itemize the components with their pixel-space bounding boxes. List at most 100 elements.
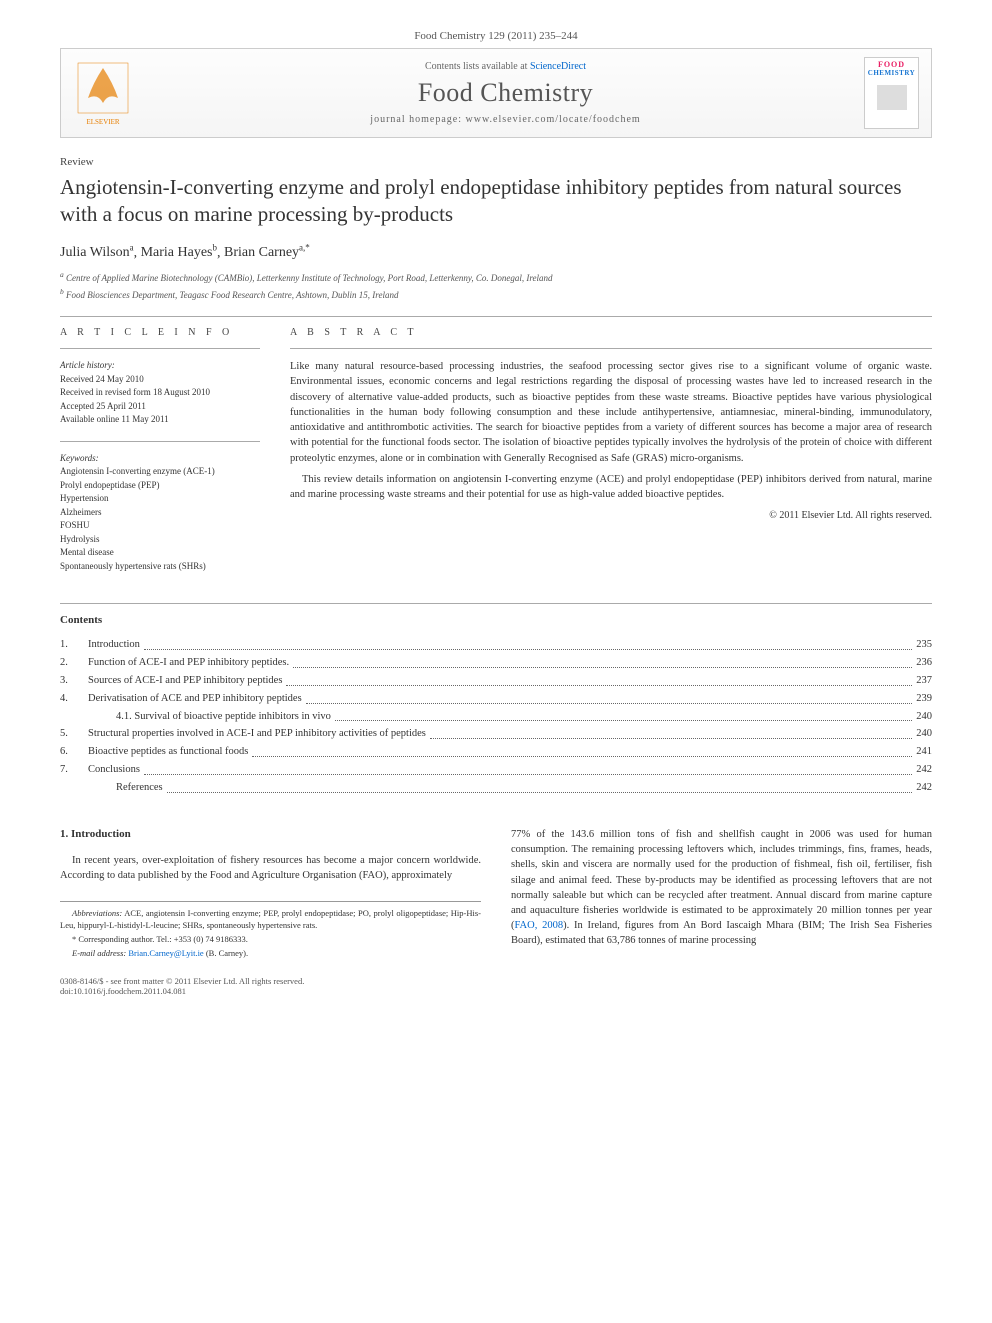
email-tail: (B. Carney). xyxy=(204,948,248,958)
toc-page: 236 xyxy=(916,654,932,672)
abbrev-text: ACE, angiotensin I-converting enzyme; PE… xyxy=(60,908,481,930)
section-heading: 1. Introduction xyxy=(60,827,481,843)
keyword: Angiotensin I-converting enzyme (ACE-1) xyxy=(60,465,260,479)
history-line: Received in revised form 18 August 2010 xyxy=(60,386,260,400)
toc-item[interactable]: 7. Conclusions 242 xyxy=(60,761,932,779)
body-paragraph: 77% of the 143.6 million tons of fish an… xyxy=(511,827,932,949)
toc-title: Introduction xyxy=(88,636,140,654)
abstract-paragraph: Like many natural resource-based process… xyxy=(290,359,932,466)
toc-number: 6. xyxy=(60,743,88,761)
abstract: A B S T R A C T Like many natural resour… xyxy=(290,327,932,587)
toc-title: Derivatisation of ACE and PEP inhibitory… xyxy=(88,690,302,708)
keyword: Mental disease xyxy=(60,546,260,560)
toc-dots xyxy=(286,672,912,686)
toc-item[interactable]: References 242 xyxy=(60,779,932,797)
toc-dots xyxy=(252,743,912,757)
toc-dots xyxy=(430,725,912,739)
journal-name: Food Chemistry xyxy=(147,78,864,108)
body-column-left: 1. Introduction In recent years, over-ex… xyxy=(60,827,481,962)
toc-number: 1. xyxy=(60,636,88,654)
article-title: Angiotensin-I-converting enzyme and prol… xyxy=(60,174,932,229)
body-column-right: 77% of the 143.6 million tons of fish an… xyxy=(511,827,932,962)
author: Julia Wilsona xyxy=(60,245,134,260)
journal-homepage: journal homepage: www.elsevier.com/locat… xyxy=(147,114,864,125)
history-line: Received 24 May 2010 xyxy=(60,373,260,387)
sciencedirect-link[interactable]: ScienceDirect xyxy=(530,61,586,72)
toc-number: 4. xyxy=(60,690,88,708)
toc-title: Function of ACE-I and PEP inhibitory pep… xyxy=(88,654,289,672)
author: Maria Hayesb xyxy=(141,245,217,260)
toc-item[interactable]: 1. Introduction 235 xyxy=(60,636,932,654)
divider xyxy=(60,603,932,604)
author-list: Julia Wilsona, Maria Hayesb, Brian Carne… xyxy=(60,243,932,262)
toc-page: 235 xyxy=(916,636,932,654)
toc-item[interactable]: 2. Function of ACE-I and PEP inhibitory … xyxy=(60,654,932,672)
affiliation: a Centre of Applied Marine Biotechnology… xyxy=(60,269,932,286)
abstract-copyright: © 2011 Elsevier Ltd. All rights reserved… xyxy=(290,510,932,521)
toc-dots xyxy=(306,690,913,704)
toc-page: 242 xyxy=(916,779,932,797)
keyword: Alzheimers xyxy=(60,506,260,520)
toc-dots xyxy=(144,636,912,650)
front-matter-line: 0308-8146/$ - see front matter © 2011 El… xyxy=(60,976,932,996)
table-of-contents: 1. Introduction 235 2. Function of ACE-I… xyxy=(60,636,932,797)
body-paragraph: In recent years, over-exploitation of fi… xyxy=(60,853,481,883)
email-link[interactable]: Brian.Carney@Lyit.ie xyxy=(126,948,203,958)
author: Brian Carneya,* xyxy=(224,245,310,260)
elsevier-logo: ELSEVIER xyxy=(73,58,133,128)
history-line: Available online 11 May 2011 xyxy=(60,413,260,427)
toc-number xyxy=(88,779,116,797)
toc-title: Conclusions xyxy=(88,761,140,779)
keyword: FOSHU xyxy=(60,519,260,533)
footnotes: Abbreviations: ACE, angiotensin I-conver… xyxy=(60,901,481,960)
journal-cover-thumb: FOOD CHEMISTRY xyxy=(864,57,919,129)
toc-title: Structural properties involved in ACE-I … xyxy=(88,725,426,743)
toc-dots xyxy=(167,779,913,793)
email-label: E-mail address: xyxy=(72,948,126,958)
abstract-paragraph: This review details information on angio… xyxy=(290,472,932,502)
article-history-label: Article history: xyxy=(60,359,260,373)
contents-heading: Contents xyxy=(60,614,932,626)
svg-text:ELSEVIER: ELSEVIER xyxy=(86,118,119,126)
keywords-label: Keywords: xyxy=(60,452,260,466)
toc-item[interactable]: 3. Sources of ACE-I and PEP inhibitory p… xyxy=(60,672,932,690)
toc-number xyxy=(88,708,116,726)
toc-title: References xyxy=(116,779,163,797)
keyword: Spontaneously hypertensive rats (SHRs) xyxy=(60,560,260,574)
affiliations: a Centre of Applied Marine Biotechnology… xyxy=(60,269,932,302)
citation: Food Chemistry 129 (2011) 235–244 xyxy=(60,30,932,42)
keyword: Prolyl endopeptidase (PEP) xyxy=(60,479,260,493)
toc-page: 239 xyxy=(916,690,932,708)
toc-title: 4.1. Survival of bioactive peptide inhib… xyxy=(116,708,331,726)
abbrev-label: Abbreviations: xyxy=(72,908,122,918)
history-line: Accepted 25 April 2011 xyxy=(60,400,260,414)
keyword: Hydrolysis xyxy=(60,533,260,547)
toc-number: 2. xyxy=(60,654,88,672)
corresponding-author: * Corresponding author. Tel.: +353 (0) 7… xyxy=(60,934,481,946)
article-info-sidebar: A R T I C L E I N F O Article history: R… xyxy=(60,327,260,587)
divider xyxy=(60,316,932,317)
affiliation: b Food Biosciences Department, Teagasc F… xyxy=(60,286,932,303)
reference-citation[interactable]: FAO, 2008 xyxy=(515,920,564,931)
toc-page: 240 xyxy=(916,725,932,743)
toc-title: Bioactive peptides as functional foods xyxy=(88,743,248,761)
toc-number: 5. xyxy=(60,725,88,743)
contents-available-line: Contents lists available at ScienceDirec… xyxy=(147,61,864,72)
toc-page: 241 xyxy=(916,743,932,761)
toc-dots xyxy=(293,654,912,668)
toc-item[interactable]: 4.1. Survival of bioactive peptide inhib… xyxy=(60,708,932,726)
article-info-heading: A R T I C L E I N F O xyxy=(60,327,260,338)
toc-number: 3. xyxy=(60,672,88,690)
keyword: Hypertension xyxy=(60,492,260,506)
toc-item[interactable]: 4. Derivatisation of ACE and PEP inhibit… xyxy=(60,690,932,708)
abstract-heading: A B S T R A C T xyxy=(290,327,932,338)
article-type: Review xyxy=(60,156,932,168)
toc-item[interactable]: 5. Structural properties involved in ACE… xyxy=(60,725,932,743)
toc-title: Sources of ACE-I and PEP inhibitory pept… xyxy=(88,672,282,690)
toc-page: 237 xyxy=(916,672,932,690)
toc-page: 240 xyxy=(916,708,932,726)
toc-number: 7. xyxy=(60,761,88,779)
toc-item[interactable]: 6. Bioactive peptides as functional food… xyxy=(60,743,932,761)
toc-page: 242 xyxy=(916,761,932,779)
toc-dots xyxy=(335,708,912,722)
